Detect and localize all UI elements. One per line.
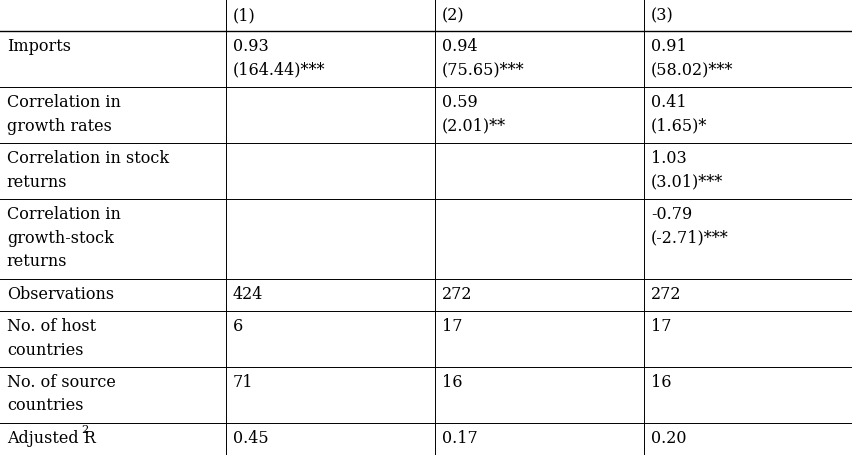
- Text: 0.94: 0.94: [441, 38, 477, 55]
- Text: growth rates: growth rates: [7, 117, 112, 134]
- Text: Observations: Observations: [7, 285, 114, 302]
- Text: 2: 2: [81, 424, 88, 434]
- Text: (-2.71)***: (-2.71)***: [650, 229, 728, 246]
- Text: countries: countries: [7, 341, 83, 358]
- Text: -0.79: -0.79: [650, 205, 691, 222]
- Text: 272: 272: [441, 285, 472, 302]
- Text: 71: 71: [233, 373, 253, 390]
- Text: (3.01)***: (3.01)***: [650, 173, 722, 190]
- Text: 0.45: 0.45: [233, 429, 268, 445]
- Text: 424: 424: [233, 285, 263, 302]
- Text: Correlation in: Correlation in: [7, 94, 120, 111]
- Text: 272: 272: [650, 285, 681, 302]
- Text: 0.17: 0.17: [441, 429, 477, 445]
- Text: (1): (1): [233, 8, 256, 25]
- Text: 0.41: 0.41: [650, 94, 686, 111]
- Text: 0.59: 0.59: [441, 94, 477, 111]
- Text: countries: countries: [7, 397, 83, 414]
- Text: (2.01)**: (2.01)**: [441, 117, 505, 134]
- Text: returns: returns: [7, 253, 67, 270]
- Text: Imports: Imports: [7, 38, 71, 55]
- Text: (1.65)*: (1.65)*: [650, 117, 706, 134]
- Text: 6: 6: [233, 317, 243, 334]
- Text: 0.20: 0.20: [650, 429, 686, 445]
- Text: No. of host: No. of host: [7, 317, 95, 334]
- Text: Adjusted R: Adjusted R: [7, 429, 95, 445]
- Text: (58.02)***: (58.02)***: [650, 61, 733, 79]
- Text: returns: returns: [7, 173, 67, 190]
- Text: No. of source: No. of source: [7, 373, 116, 390]
- Text: 17: 17: [441, 317, 462, 334]
- Text: (2): (2): [441, 8, 464, 25]
- Text: 0.91: 0.91: [650, 38, 686, 55]
- Text: growth-stock: growth-stock: [7, 229, 113, 246]
- Text: (164.44)***: (164.44)***: [233, 61, 325, 79]
- Text: Correlation in stock: Correlation in stock: [7, 150, 169, 167]
- Text: (3): (3): [650, 8, 673, 25]
- Text: 17: 17: [650, 317, 671, 334]
- Text: Correlation in: Correlation in: [7, 205, 120, 222]
- Text: 16: 16: [441, 373, 462, 390]
- Text: 1.03: 1.03: [650, 150, 686, 167]
- Text: 0.93: 0.93: [233, 38, 268, 55]
- Text: 16: 16: [650, 373, 671, 390]
- Text: (75.65)***: (75.65)***: [441, 61, 524, 79]
